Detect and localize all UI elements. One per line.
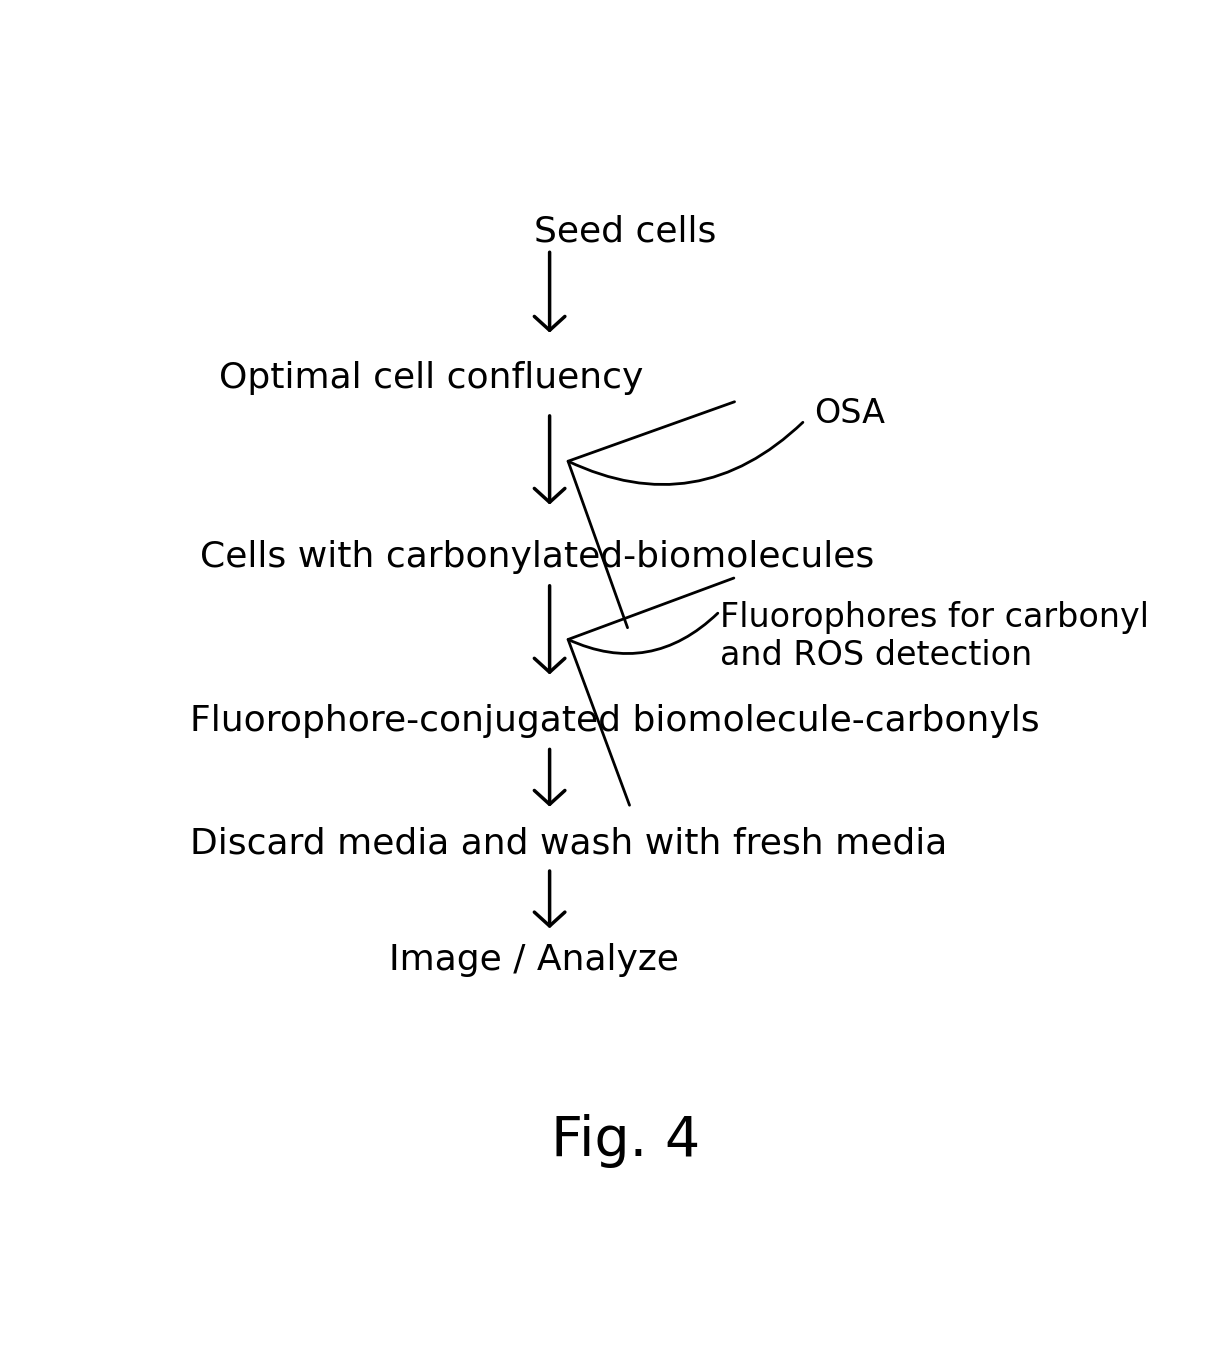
Text: Discard media and wash with fresh media: Discard media and wash with fresh media [190, 825, 948, 859]
Text: OSA: OSA [814, 396, 886, 429]
Text: Image / Analyze: Image / Analyze [389, 944, 678, 978]
Text: Fig. 4: Fig. 4 [550, 1114, 700, 1167]
Text: Seed cells: Seed cells [534, 215, 716, 249]
Text: Fluorophores for carbonyl
and ROS detection: Fluorophores for carbonyl and ROS detect… [720, 601, 1149, 671]
Text: Cells with carbonylated-biomolecules: Cells with carbonylated-biomolecules [200, 539, 874, 573]
Text: Optimal cell confluency: Optimal cell confluency [218, 361, 643, 395]
Text: Fluorophore-conjugated biomolecule-carbonyls: Fluorophore-conjugated biomolecule-carbo… [190, 704, 1039, 738]
